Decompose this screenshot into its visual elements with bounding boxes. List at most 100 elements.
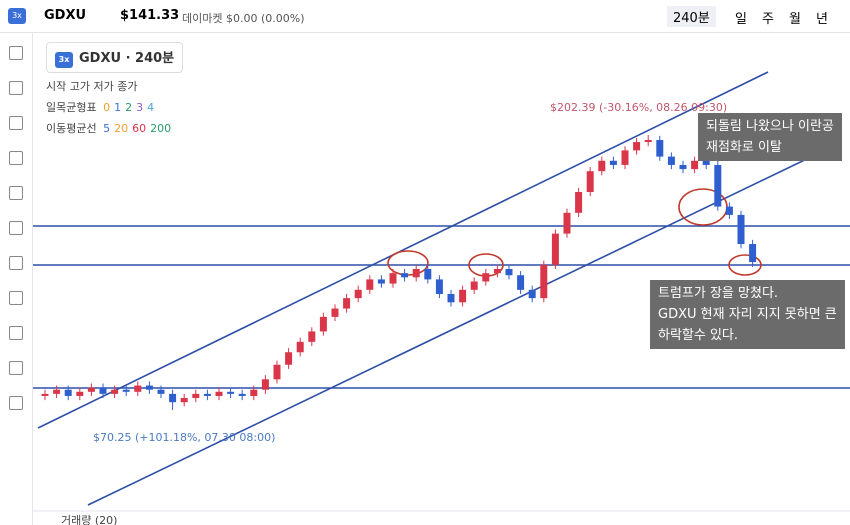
high-label: $202.39 (-30.16%, 08.26 09:30) (550, 101, 727, 114)
indicator-param: 0 (103, 101, 111, 114)
tool[interactable] (9, 81, 23, 95)
indicator-param: 4 (147, 101, 155, 114)
indicator-param: 3 (136, 101, 144, 114)
indicator[interactable]: 이동평균선 5 20 60 200 (46, 120, 183, 136)
candle-body (470, 281, 478, 290)
candle-body (505, 269, 513, 276)
candle-body (459, 289, 467, 303)
candle-body (145, 385, 153, 390)
period[interactable]: 년 (816, 12, 828, 27)
candle-body (366, 279, 374, 290)
candle-body (633, 142, 641, 151)
candle-body (377, 279, 385, 284)
candle-body (447, 293, 455, 303)
candle-body (656, 139, 664, 157)
highlight-circle (387, 250, 429, 276)
candle-body (517, 275, 525, 290)
candle-body (389, 273, 397, 284)
candle-body (540, 264, 548, 299)
candle-body (319, 316, 327, 332)
candle-body (609, 160, 617, 165)
candle-body (551, 233, 559, 265)
tool[interactable] (9, 326, 23, 340)
candle-body (180, 398, 188, 403)
tool[interactable] (9, 151, 23, 165)
candle-body (401, 273, 409, 278)
candle-body (714, 164, 722, 207)
indicator-name: 일목균형표 (46, 101, 97, 114)
tool[interactable] (9, 361, 23, 375)
indicator-param: 60 (132, 122, 147, 135)
candle-body (261, 379, 269, 390)
candle-body (250, 389, 258, 396)
candle-body (99, 387, 107, 394)
candle-body (76, 391, 84, 396)
low-label: $70.25 (+101.18%, 07.30 08:00) (93, 431, 275, 444)
candle-body (203, 393, 211, 396)
legend-title: GDXU · 240분 (79, 51, 175, 66)
indicator-param: 20 (114, 122, 129, 135)
candle-body (227, 391, 235, 394)
note-line: 트럼프가 장을 망쳤다. (658, 286, 779, 301)
candle-body (308, 331, 316, 342)
candle-body (679, 164, 687, 170)
tool[interactable] (9, 46, 23, 60)
candle-body (169, 393, 177, 403)
market: 데이마켓 $0.00 (0.00%) (182, 12, 305, 25)
candle-body (41, 393, 49, 396)
candle-body (53, 389, 61, 394)
symbol[interactable]: GDXU (44, 8, 87, 23)
candle-body (621, 150, 629, 165)
candle-body (157, 389, 165, 394)
candle-body (111, 389, 119, 394)
candle-body (354, 289, 362, 299)
period[interactable]: 일 (735, 12, 747, 27)
channel-line (87, 154, 816, 506)
tool[interactable] (9, 186, 23, 200)
toolbar (0, 33, 33, 525)
tool[interactable] (9, 291, 23, 305)
tool[interactable] (9, 221, 23, 235)
tool[interactable] (9, 396, 23, 410)
candle-body (702, 160, 710, 165)
candle-body (725, 206, 733, 215)
top-bar: 3x GDXU $141.33 데이마켓 $0.00 (0.00%) 240분 … (0, 0, 850, 33)
candle-body (435, 279, 443, 294)
note: 트럼프가 장을 망쳤다. GDXU 현재 자리 지지 못하면 큰 하락할수 있다. (650, 280, 845, 349)
note-line: 재점화로 이탈 (706, 140, 782, 155)
candle-body (343, 298, 351, 309)
candle-body (575, 192, 583, 213)
candle-body (331, 308, 339, 317)
candle-body (122, 389, 130, 392)
note-line: 하락할수 있다. (658, 328, 739, 343)
candle-body (482, 273, 490, 282)
candle-body (598, 160, 606, 172)
interval[interactable]: 240분 (667, 6, 716, 27)
highlight-circle (728, 254, 762, 276)
indicator-param: 1 (114, 101, 122, 114)
logo: 3x (8, 8, 26, 24)
tool[interactable] (9, 256, 23, 270)
candle-body (691, 160, 699, 170)
candle-body (273, 364, 281, 380)
period[interactable]: 월 (789, 12, 801, 27)
note-line: 되돌림 나왔으나 이란공 (706, 119, 834, 134)
candle-body (493, 269, 501, 274)
period[interactable]: 주 (762, 12, 774, 27)
candle-body (296, 341, 304, 353)
ohlc-label: 시작 고가 저가 종가 (46, 80, 138, 93)
tool[interactable] (9, 116, 23, 130)
candle-body (424, 269, 432, 280)
candle-body (134, 385, 142, 392)
chart: $202.39 (-30.16%, 08.26 09:30) $70.25 (+… (33, 71, 850, 525)
indicator-param: 2 (125, 101, 133, 114)
candle-body (749, 244, 757, 263)
indicator-name: 이동평균선 (46, 122, 97, 135)
candle-body (87, 387, 95, 392)
indicator-param: 200 (150, 122, 172, 135)
candle-body (586, 171, 594, 193)
